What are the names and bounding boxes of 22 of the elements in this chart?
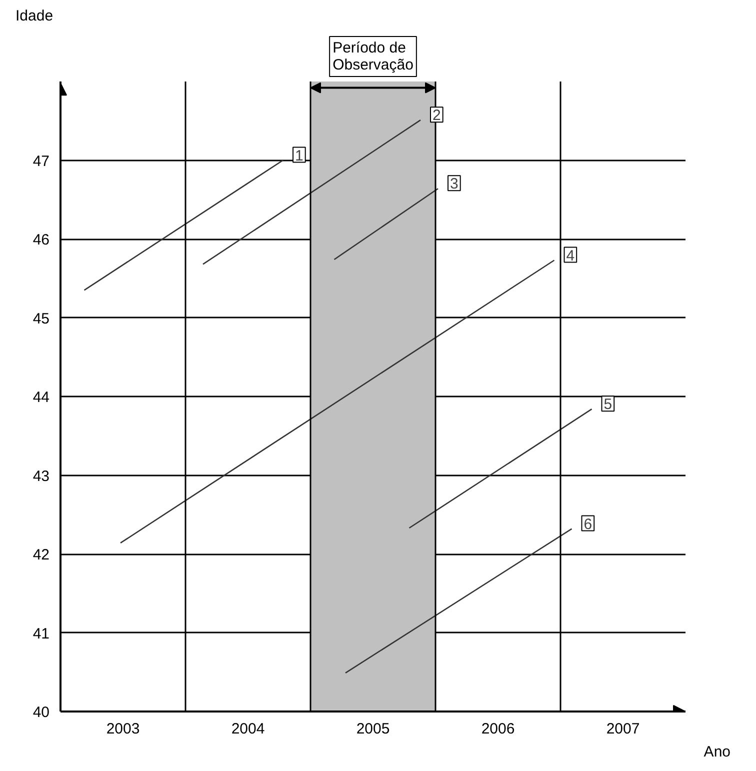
y-tick-label: 46 xyxy=(32,232,50,248)
x-tick-label: 2006 xyxy=(481,720,515,738)
series-label: 5 xyxy=(604,396,612,414)
x-tick-label: 2003 xyxy=(106,720,140,738)
x-tick-label: 2007 xyxy=(606,720,640,738)
y-axis-title: Idade xyxy=(16,8,54,24)
y-tick-label: 47 xyxy=(32,152,50,170)
y-tick-label: 41 xyxy=(32,625,50,642)
x-axis-title: Ano xyxy=(704,744,731,760)
x-tick-label: 2005 xyxy=(356,720,390,738)
series-label: 4 xyxy=(566,247,575,264)
y-tick-label: 45 xyxy=(32,310,50,328)
series-label: 3 xyxy=(450,176,458,193)
y-tick-label: 40 xyxy=(32,704,50,721)
series-label: 1 xyxy=(295,147,304,164)
y-tick-label: 44 xyxy=(32,389,50,406)
series-label: 2 xyxy=(432,107,441,124)
x-tick-label: 2004 xyxy=(231,720,265,738)
y-tick-label: 42 xyxy=(32,546,50,564)
y-tick-label: 43 xyxy=(32,468,50,485)
series-label: 6 xyxy=(584,516,592,533)
band-label: Período de Observação xyxy=(332,40,414,74)
